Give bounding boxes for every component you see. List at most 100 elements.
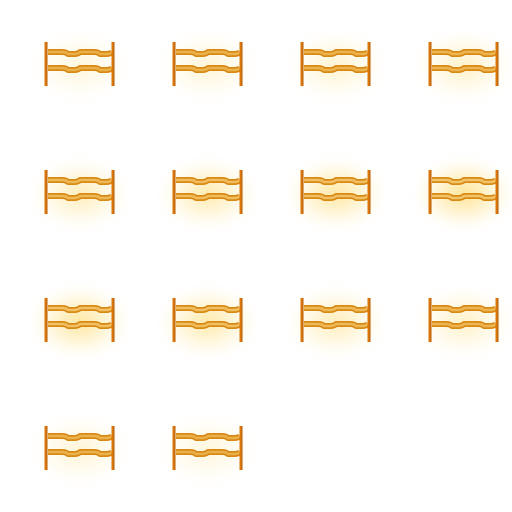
fence-post-shade <box>497 298 499 342</box>
fence-post-shade <box>174 42 176 86</box>
fence-rail-highlight <box>176 50 241 56</box>
fence-rail-highlight <box>432 322 497 328</box>
wooden-fence-icon <box>428 42 499 86</box>
fence-post-shade <box>430 42 432 86</box>
sprite-frame-14 <box>128 384 256 512</box>
fence-rail-highlight <box>432 178 497 184</box>
fence-rail-highlight <box>432 306 497 312</box>
fence-post <box>172 298 176 342</box>
fence-rail-highlight <box>304 66 369 72</box>
fence-post <box>300 42 304 86</box>
fence-rail-highlight <box>48 66 113 72</box>
sprite-frame-5 <box>0 128 128 256</box>
wooden-fence-icon <box>44 170 115 214</box>
fence-post <box>111 42 115 86</box>
sprite-frame-6 <box>128 128 256 256</box>
fence-post-shade <box>46 170 48 214</box>
fence-post <box>300 298 304 342</box>
fence-post <box>495 170 499 214</box>
fence-post <box>428 298 432 342</box>
fence-post-shade <box>430 298 432 342</box>
fence-rail-highlight <box>48 50 113 56</box>
fence-rail-highlight <box>48 178 113 184</box>
fence-post <box>367 42 371 86</box>
fence-rail-highlight <box>304 178 369 184</box>
fence-rail-highlight <box>48 450 113 456</box>
sprite-frame-12 <box>384 256 512 384</box>
fence-post <box>428 170 432 214</box>
fence-rail-highlight <box>176 178 241 184</box>
fence-rail-highlight <box>432 66 497 72</box>
fence-post-shade <box>113 42 115 86</box>
fence-post-shade <box>302 298 304 342</box>
fence-post-shade <box>241 170 243 214</box>
wooden-fence-icon <box>172 298 243 342</box>
fence-rail-highlight <box>304 306 369 312</box>
fence-rail-highlight <box>48 322 113 328</box>
fence-post <box>172 426 176 470</box>
fence-post-shade <box>241 42 243 86</box>
fence-post-shade <box>497 42 499 86</box>
wooden-fence-icon <box>428 298 499 342</box>
fence-rail-highlight <box>176 322 241 328</box>
fence-rail-highlight <box>176 434 241 440</box>
fence-post-shade <box>113 298 115 342</box>
fence-post-shade <box>174 298 176 342</box>
wooden-fence-icon <box>300 42 371 86</box>
fence-rail-highlight <box>176 194 241 200</box>
fence-rail-highlight <box>432 50 497 56</box>
fence-post <box>428 42 432 86</box>
fence-post-shade <box>174 170 176 214</box>
fence-post-shade <box>113 170 115 214</box>
fence-post <box>44 42 48 86</box>
fence-post-shade <box>174 426 176 470</box>
fence-post-shade <box>46 298 48 342</box>
fence-post <box>300 170 304 214</box>
fence-rail-highlight <box>304 322 369 328</box>
fence-rail-highlight <box>176 306 241 312</box>
fence-rail-highlight <box>304 194 369 200</box>
fence-post-shade <box>241 298 243 342</box>
wooden-fence-icon <box>300 298 371 342</box>
fence-post <box>172 170 176 214</box>
fence-rail-highlight <box>48 194 113 200</box>
sprite-frame-11 <box>256 256 384 384</box>
wooden-fence-icon <box>44 42 115 86</box>
fence-post-shade <box>113 426 115 470</box>
wooden-fence-icon <box>172 42 243 86</box>
fence-post-shade <box>430 170 432 214</box>
fence-post-shade <box>302 42 304 86</box>
fence-post <box>44 298 48 342</box>
fence-rail-highlight <box>176 450 241 456</box>
fence-post-shade <box>497 170 499 214</box>
wooden-fence-icon <box>300 170 371 214</box>
fence-post <box>239 426 243 470</box>
fence-rail-highlight <box>48 434 113 440</box>
fence-post <box>111 170 115 214</box>
sprite-frame-8 <box>384 128 512 256</box>
sprite-frame-10 <box>128 256 256 384</box>
fence-post <box>44 426 48 470</box>
fence-post <box>367 170 371 214</box>
fence-post-shade <box>241 426 243 470</box>
wooden-fence-icon <box>44 298 115 342</box>
wooden-fence-icon <box>172 170 243 214</box>
sprite-frame-3 <box>256 0 384 128</box>
fence-post <box>111 298 115 342</box>
fence-post <box>44 170 48 214</box>
fence-post <box>495 42 499 86</box>
fence-post-shade <box>369 42 371 86</box>
fence-post <box>367 298 371 342</box>
fence-rail-highlight <box>176 66 241 72</box>
sprite-frame-13 <box>0 384 128 512</box>
sprite-frame-7 <box>256 128 384 256</box>
fence-post <box>239 42 243 86</box>
fence-post-shade <box>46 426 48 470</box>
fence-post-shade <box>369 298 371 342</box>
wooden-fence-icon <box>172 426 243 470</box>
fence-post <box>239 298 243 342</box>
fence-post-shade <box>46 42 48 86</box>
fence-post <box>239 170 243 214</box>
fence-rail-highlight <box>304 50 369 56</box>
